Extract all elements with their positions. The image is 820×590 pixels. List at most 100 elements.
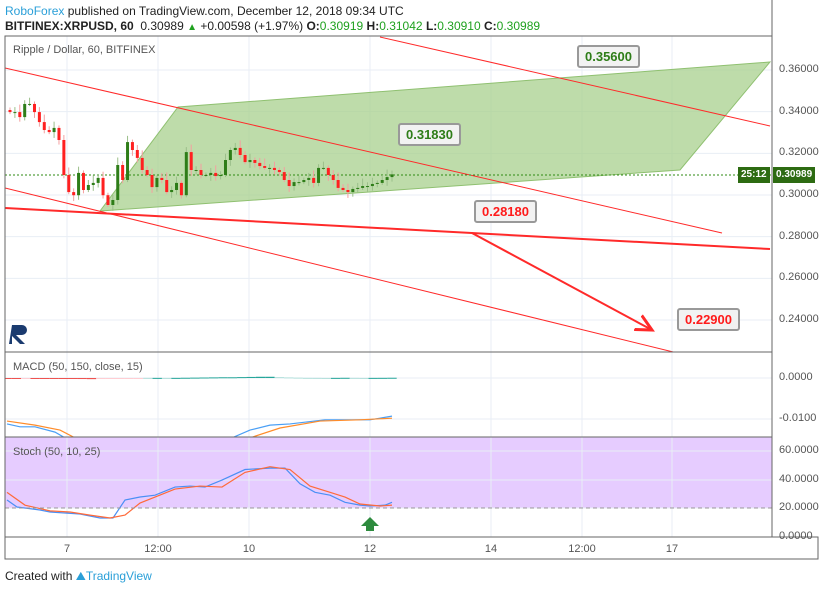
time-tick: 12:00 <box>144 543 172 555</box>
open-value: 0.30919 <box>319 19 364 33</box>
candle <box>130 142 134 150</box>
candle <box>62 140 66 175</box>
macd-histogram-bar <box>284 377 294 379</box>
macd-title: MACD (50, 150, close, 15) <box>13 361 143 373</box>
candle <box>57 127 61 140</box>
candle <box>219 175 223 177</box>
candle <box>390 174 394 178</box>
publisher-link[interactable]: RoboForex <box>5 4 65 18</box>
price-tick: 0.28000 <box>779 229 819 242</box>
candle <box>336 180 340 188</box>
macd-histogram-bar <box>180 377 191 379</box>
candle <box>72 192 76 196</box>
macd-histogram-bar <box>208 377 219 379</box>
candle <box>47 130 51 133</box>
candle <box>341 187 345 190</box>
macd-histogram-bar <box>133 378 144 379</box>
macd-histogram-bar <box>359 377 369 379</box>
candle <box>321 167 325 169</box>
candle <box>194 170 198 171</box>
price-tick: 0.34000 <box>779 104 819 117</box>
current-price-tag: 0.30989 <box>773 167 816 183</box>
candle <box>184 152 188 196</box>
projection-arrow[interactable] <box>471 232 652 330</box>
trendline-top[interactable] <box>379 36 771 127</box>
low-value: 0.30910 <box>437 19 481 33</box>
candle <box>366 186 370 188</box>
candle <box>121 165 125 180</box>
price-tick: 0.32000 <box>779 146 819 159</box>
candle <box>228 150 232 160</box>
candle <box>351 188 355 193</box>
macd-histogram-bar <box>124 378 134 379</box>
macd-histogram-bar <box>190 377 200 379</box>
callout-0-3183[interactable]: 0.31830 <box>398 123 461 146</box>
candle <box>111 200 115 205</box>
last-price: 0.30989 <box>140 19 184 33</box>
macd-histogram-bar <box>77 378 87 380</box>
candle <box>145 170 149 175</box>
close-label: C: <box>484 19 497 33</box>
low-label: L: <box>425 19 438 33</box>
macd-line <box>6 415 393 437</box>
trendline-support[interactable] <box>5 207 771 250</box>
symbol-info: BITFINEX:XRPUSD, 60 0.30989 ▲ +0.00598 (… <box>5 19 540 33</box>
candle <box>189 152 193 170</box>
macd-histogram-bar <box>152 377 162 379</box>
candle <box>86 185 90 190</box>
time-tick: 17 <box>665 543 679 555</box>
candle <box>307 177 311 180</box>
candle <box>135 150 139 158</box>
time-tick: 12 <box>363 543 377 555</box>
candle <box>385 177 389 180</box>
trendline-lower[interactable] <box>5 187 710 361</box>
candle <box>370 183 374 187</box>
candle <box>28 103 32 105</box>
price-tick: 0.26000 <box>779 271 819 284</box>
candle <box>209 172 213 175</box>
candle <box>277 170 281 173</box>
publish-info: RoboForex published on TradingView.com, … <box>5 4 404 18</box>
macd-histogram-bar <box>218 377 228 379</box>
candle <box>32 103 36 113</box>
candle <box>18 112 22 118</box>
stoch-band <box>5 437 772 508</box>
candle <box>91 182 95 185</box>
macd-histogram-bar <box>227 377 238 379</box>
tradingview-link[interactable]: TradingView <box>85 569 152 583</box>
candle <box>302 180 306 183</box>
candle <box>52 127 56 133</box>
candle <box>272 167 276 170</box>
candle <box>253 160 257 163</box>
candle <box>346 190 350 193</box>
macd-histogram-bar <box>377 377 388 379</box>
candle <box>77 172 81 196</box>
indicator-tick: 60.0000 <box>779 444 819 456</box>
candle <box>258 162 262 167</box>
created-with-text: Created with <box>5 569 73 583</box>
candle <box>165 180 169 193</box>
candle <box>263 166 267 168</box>
candle <box>160 177 164 180</box>
indicator-tick: 20.0000 <box>779 501 819 513</box>
price-change: +0.00598 (+1.97%) <box>200 19 304 33</box>
indicator-tick: 40.0000 <box>779 473 819 485</box>
callout-0-356[interactable]: 0.35600 <box>577 45 640 68</box>
time-tick: 7 <box>63 543 71 555</box>
publish-text: published on TradingView.com, December 1… <box>67 4 404 18</box>
candle <box>42 122 46 130</box>
candle <box>243 155 247 163</box>
candle <box>317 167 321 183</box>
candle <box>326 167 330 175</box>
macd-histogram-bar <box>321 377 331 379</box>
macd-histogram-bar <box>302 377 313 379</box>
candle <box>13 112 17 114</box>
callout-0-229[interactable]: 0.22900 <box>677 308 740 331</box>
macd-histogram-bar <box>265 376 275 378</box>
candle <box>248 160 252 163</box>
callout-0-2818[interactable]: 0.28180 <box>474 200 537 223</box>
trendline-upper[interactable] <box>5 67 723 234</box>
macd-histogram-bar <box>49 378 59 379</box>
up-triangle-icon: ▲ <box>187 22 198 33</box>
